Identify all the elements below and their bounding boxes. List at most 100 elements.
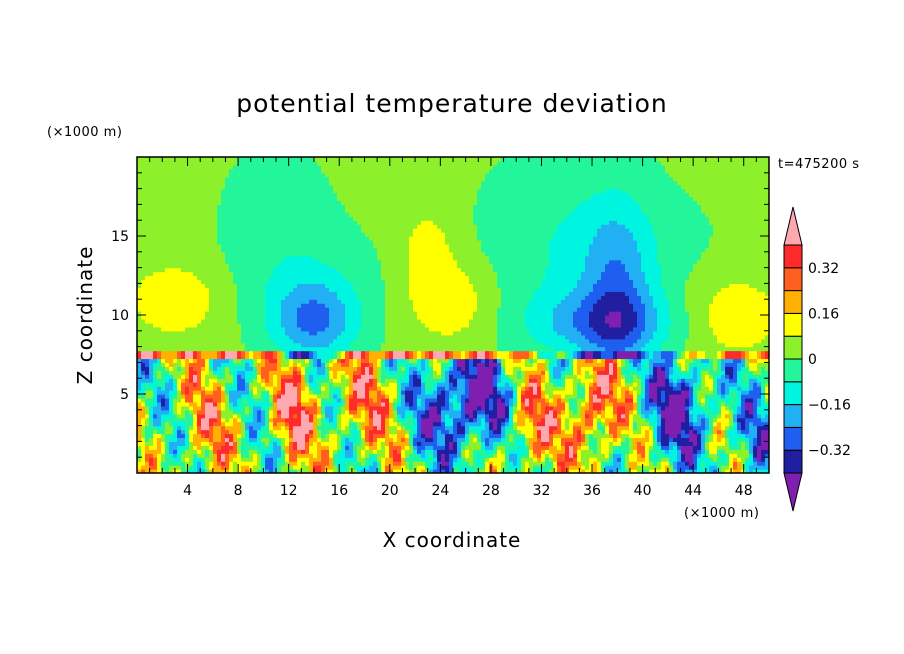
- field-cell: [557, 394, 562, 399]
- field-cell: [713, 437, 718, 442]
- field-cell: [493, 433, 498, 439]
- field-cell: [653, 358, 658, 363]
- field-cell: [517, 449, 522, 454]
- field-cell: [725, 469, 730, 473]
- field-cell: [401, 437, 406, 442]
- field-cell: [733, 461, 738, 466]
- field-cell: [677, 425, 682, 431]
- field-cell: [633, 417, 638, 423]
- field-cell: [713, 453, 718, 458]
- field-cell: [273, 362, 278, 367]
- field-cell: [709, 350, 714, 356]
- field-cell: [589, 350, 594, 356]
- field-cell: [285, 417, 290, 423]
- field-cell: [273, 413, 278, 419]
- field-cell: [153, 437, 158, 442]
- field-cell: [749, 413, 754, 419]
- field-cell: [217, 354, 222, 360]
- field-cell: [581, 437, 586, 442]
- field-cell: [465, 370, 470, 375]
- field-cell: [153, 425, 158, 431]
- field-cell: [469, 437, 474, 442]
- field-cell: [673, 390, 678, 395]
- field-cell: [609, 378, 614, 383]
- field-cell: [621, 429, 626, 435]
- field-cell: [185, 358, 190, 363]
- field-cell: [237, 469, 242, 473]
- field-cell: [429, 405, 434, 411]
- field-cell: [529, 441, 534, 446]
- field-cell: [669, 378, 674, 383]
- field-cell: [249, 397, 254, 403]
- field-cell: [593, 362, 598, 367]
- field-cell: [233, 425, 238, 431]
- field-cell: [685, 386, 690, 391]
- field-cell: [741, 366, 746, 371]
- field-cell: [209, 405, 214, 411]
- field-cell: [381, 397, 386, 403]
- field-cell: [485, 386, 490, 391]
- field-cell: [673, 409, 678, 415]
- field-cell: [721, 425, 726, 431]
- field-cell: [733, 401, 738, 407]
- field-cell: [453, 417, 458, 423]
- field-cell: [765, 437, 769, 442]
- field-cell: [585, 394, 590, 399]
- field-cell: [273, 457, 278, 462]
- field-cell: [149, 433, 154, 439]
- field-cell: [349, 457, 354, 462]
- field-cell: [373, 409, 378, 415]
- field-cell: [653, 409, 658, 415]
- field-cell: [493, 354, 498, 360]
- field-cell: [409, 354, 414, 360]
- field-cell: [145, 465, 150, 470]
- field-cell: [537, 425, 542, 431]
- field-cell: [289, 378, 294, 383]
- field-cell: [301, 370, 306, 375]
- field-cell: [481, 421, 486, 427]
- field-cell: [713, 425, 718, 431]
- field-cell: [689, 382, 694, 387]
- field-cell: [317, 453, 322, 458]
- field-cell: [365, 374, 370, 379]
- field-cell: [509, 421, 514, 427]
- field-cell: [189, 397, 194, 403]
- field-cell: [689, 374, 694, 379]
- field-cell: [421, 390, 426, 395]
- field-cell: [625, 366, 630, 371]
- field-cell: [277, 429, 282, 435]
- field-cell: [185, 437, 190, 442]
- field-cell: [457, 433, 462, 439]
- field-cell: [737, 437, 742, 442]
- field-cell: [509, 453, 514, 458]
- field-cell: [137, 449, 142, 454]
- field-cell: [253, 417, 258, 423]
- field-cell: [737, 366, 742, 371]
- field-cell: [297, 437, 302, 442]
- field-cell: [745, 362, 750, 367]
- field-cell: [321, 449, 326, 454]
- field-cell: [677, 441, 682, 446]
- field-cell: [201, 374, 206, 379]
- field-cell: [653, 417, 658, 423]
- field-cell: [325, 441, 330, 446]
- field-cell: [397, 386, 402, 391]
- field-cell: [577, 397, 582, 403]
- field-cell: [453, 346, 458, 352]
- field-cell: [725, 409, 730, 415]
- field-cell: [205, 469, 210, 473]
- field-cell: [341, 390, 346, 395]
- field-cell: [761, 445, 766, 450]
- field-cell: [537, 445, 542, 450]
- field-cell: [361, 469, 366, 473]
- field-cell: [745, 425, 750, 431]
- field-cell: [437, 362, 442, 367]
- field-cell: [737, 453, 742, 458]
- field-cell: [197, 469, 202, 473]
- field-cell: [397, 441, 402, 446]
- field-cell: [549, 421, 554, 427]
- field-cell: [237, 390, 242, 395]
- field-cell: [525, 354, 530, 360]
- field-cell: [205, 374, 210, 379]
- field-cell: [329, 366, 334, 371]
